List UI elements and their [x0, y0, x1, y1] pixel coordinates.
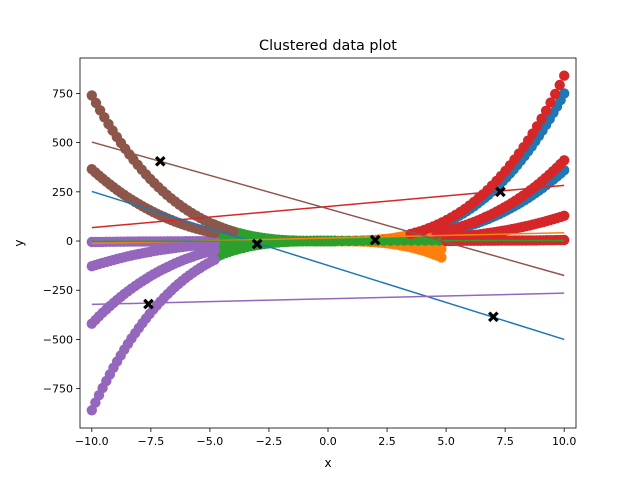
scatter-point-series-4 [550, 88, 561, 100]
x-tick-label: 0.0 [319, 435, 337, 448]
y-tick-label: −750 [43, 383, 73, 396]
scatter-point-series-1 [559, 88, 570, 99]
centroid-marker [495, 186, 506, 198]
y-axis-label: y [12, 239, 26, 246]
plot-area [86, 70, 570, 416]
fit-line-series-5 [91, 292, 565, 306]
scatter-point-series-4 [554, 79, 565, 91]
scatter-point-series-5 [209, 254, 220, 265]
y-tick-label: 750 [52, 87, 73, 100]
scatter-point-series-2 [436, 252, 447, 263]
scatter-point-series-4 [536, 113, 547, 124]
scatter-point-series-4 [559, 210, 570, 221]
x-tick-label: 2.5 [378, 435, 396, 448]
y-tick-label: 500 [52, 137, 73, 150]
fit-line-series-6 [91, 141, 565, 277]
x-tick-label: −5.0 [197, 435, 224, 448]
x-tick-label: 7.5 [496, 435, 514, 448]
x-axis-label: x [324, 456, 331, 470]
fit-line-series-4 [91, 184, 565, 229]
x-tick-label: −2.5 [256, 435, 283, 448]
scatter-point-series-4 [559, 234, 570, 246]
x-tick-label: 5.0 [437, 435, 455, 448]
x-tick-label: 10.0 [552, 435, 577, 448]
scatter-point-series-4 [559, 70, 570, 81]
centroid-marker [143, 298, 154, 310]
centroid-marker [488, 311, 499, 323]
x-tick-label: −7.5 [137, 435, 164, 448]
scatter-point-series-4 [545, 97, 556, 108]
fit-line-layer [91, 141, 565, 341]
y-tick-label: −250 [43, 284, 73, 297]
centroid-layer [143, 155, 506, 323]
scatter-point-series-4 [540, 105, 552, 117]
scatter-point-series-6 [86, 90, 98, 101]
centroid-marker [369, 234, 381, 246]
x-tick-label: −10.0 [75, 435, 109, 448]
centroid-marker [251, 238, 263, 250]
y-axis-ticks: −750 −500 −250 0 250 500 750 [43, 87, 80, 396]
centroid-marker [154, 155, 166, 167]
y-tick-label: 0 [66, 235, 73, 248]
scatter-point-series-4 [531, 121, 543, 132]
scatter-point-series-4 [559, 155, 570, 166]
fit-line-series-1 [91, 190, 565, 341]
x-axis-ticks: −10.0 −7.5 −5.0 −2.5 0.0 2.5 5.0 7.5 10.0 [75, 428, 576, 448]
chart-title: Clustered data plot [259, 38, 397, 54]
fit-line-series-3 [91, 239, 565, 243]
y-tick-label: −500 [43, 333, 73, 346]
y-tick-label: 250 [52, 186, 73, 199]
